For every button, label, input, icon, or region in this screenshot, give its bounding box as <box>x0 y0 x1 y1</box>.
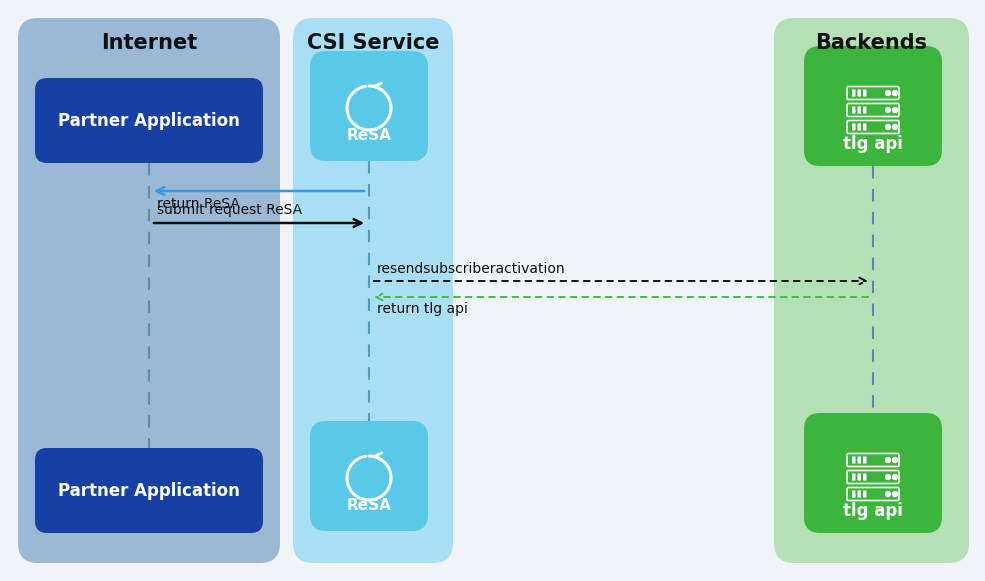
FancyBboxPatch shape <box>858 89 861 96</box>
Text: tlg api: tlg api <box>843 135 903 153</box>
FancyBboxPatch shape <box>852 457 856 464</box>
FancyBboxPatch shape <box>852 106 856 113</box>
FancyBboxPatch shape <box>852 474 856 480</box>
FancyBboxPatch shape <box>310 421 428 531</box>
FancyBboxPatch shape <box>863 106 867 113</box>
FancyBboxPatch shape <box>293 18 453 563</box>
Text: ReSA: ReSA <box>347 128 391 144</box>
Text: return tlg api: return tlg api <box>377 302 468 316</box>
Circle shape <box>892 492 897 497</box>
FancyBboxPatch shape <box>863 490 867 497</box>
Text: Partner Application: Partner Application <box>58 112 240 130</box>
FancyBboxPatch shape <box>310 51 428 161</box>
FancyBboxPatch shape <box>863 89 867 96</box>
Circle shape <box>886 91 890 95</box>
FancyBboxPatch shape <box>35 78 263 163</box>
FancyBboxPatch shape <box>863 123 867 131</box>
FancyBboxPatch shape <box>774 18 969 563</box>
Circle shape <box>886 107 890 113</box>
Text: resendsubscriberactivation: resendsubscriberactivation <box>377 262 565 276</box>
FancyBboxPatch shape <box>852 89 856 96</box>
FancyBboxPatch shape <box>858 106 861 113</box>
FancyBboxPatch shape <box>858 474 861 480</box>
Text: tlg api: tlg api <box>843 502 903 520</box>
Circle shape <box>892 475 897 479</box>
FancyBboxPatch shape <box>863 457 867 464</box>
Text: CSI Service: CSI Service <box>306 33 439 53</box>
Text: Partner Application: Partner Application <box>58 482 240 500</box>
Text: ReSA: ReSA <box>347 498 391 514</box>
Circle shape <box>892 91 897 95</box>
Text: return ReSA: return ReSA <box>157 197 240 211</box>
Circle shape <box>892 457 897 462</box>
FancyBboxPatch shape <box>852 490 856 497</box>
Circle shape <box>886 124 890 130</box>
Text: Backends: Backends <box>816 33 928 53</box>
Circle shape <box>892 107 897 113</box>
Circle shape <box>886 457 890 462</box>
Circle shape <box>892 124 897 130</box>
FancyBboxPatch shape <box>18 18 280 563</box>
FancyBboxPatch shape <box>804 413 942 533</box>
Text: Internet: Internet <box>100 33 197 53</box>
Circle shape <box>886 475 890 479</box>
FancyBboxPatch shape <box>858 123 861 131</box>
FancyBboxPatch shape <box>852 123 856 131</box>
FancyBboxPatch shape <box>858 490 861 497</box>
FancyBboxPatch shape <box>863 474 867 480</box>
FancyBboxPatch shape <box>804 46 942 166</box>
FancyBboxPatch shape <box>35 448 263 533</box>
Text: submit request ReSA: submit request ReSA <box>157 203 302 217</box>
FancyBboxPatch shape <box>858 457 861 464</box>
Circle shape <box>886 492 890 497</box>
